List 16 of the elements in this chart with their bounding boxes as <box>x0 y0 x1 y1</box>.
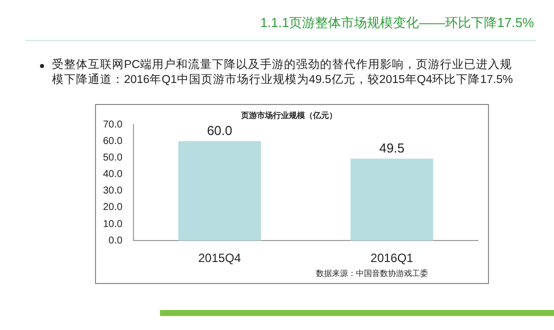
chart-title: 页游市场行业规模（亿元） <box>240 110 337 120</box>
y-tick-label: 30.0 <box>102 186 123 197</box>
y-tick-label: 10.0 <box>102 218 123 230</box>
source-note: 数据来源：中国音数协游戏工委 <box>316 268 428 279</box>
y-tick-label: 0.0 <box>108 235 123 246</box>
x-tick-label: 2016Q1 <box>370 251 414 266</box>
y-tick-label: 70.0 <box>102 119 123 130</box>
y-tick-label: 60.0 <box>102 136 123 147</box>
x-tick-label: 2015Q4 <box>198 251 242 266</box>
y-tick-label: 40.0 <box>102 169 123 180</box>
y-tick-label: 50.0 <box>102 152 123 164</box>
data-label: 49.5 <box>379 140 405 156</box>
text: 受整体互联网PC端用户和流量下降以及手游的强劲的替代作用影响，页游行业已进入规模下降通道：2016年Q1中国页游市场行业规模为49.5亿元，较2015年Q4环比下降17.5% <box>52 58 514 88</box>
chart-subtitle: 1.1.1页游整体市场规模变化——环比下降17.5% <box>260 14 534 32</box>
data-label: 60.0 <box>206 123 232 138</box>
y-tick-label: 20.0 <box>102 202 123 214</box>
